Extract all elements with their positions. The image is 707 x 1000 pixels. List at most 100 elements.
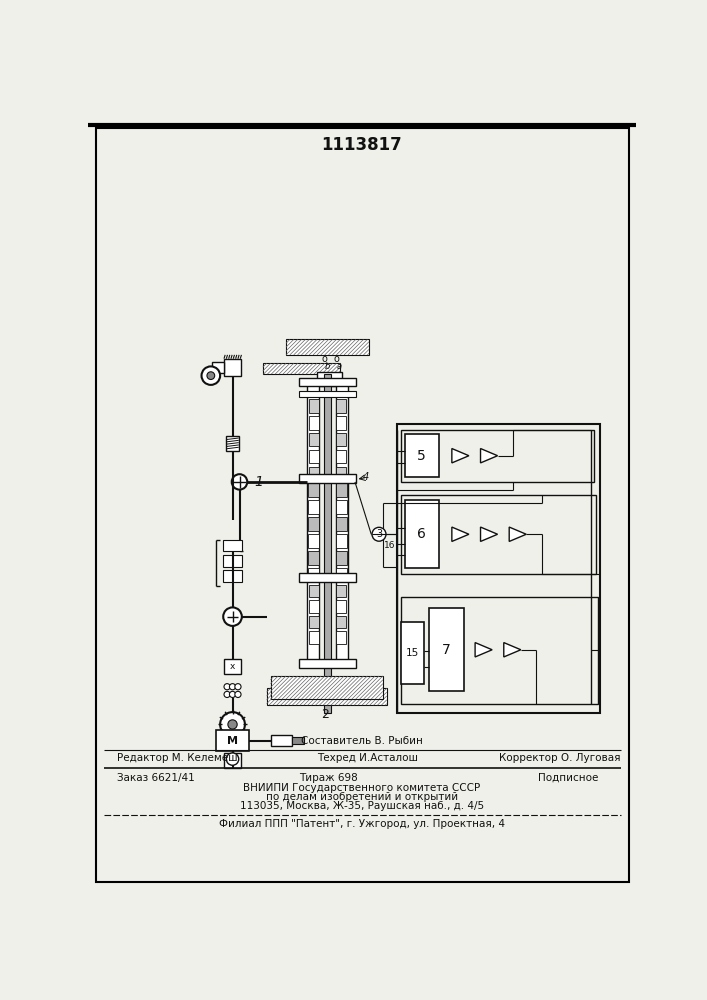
Bar [337,382,348,667]
Bar [309,433,320,446]
Bar [309,450,320,463]
Bar [286,339,369,355]
Circle shape [224,684,230,690]
Polygon shape [452,449,469,463]
Text: 4: 4 [363,472,369,482]
Text: 6: 6 [417,527,426,541]
Circle shape [220,712,245,737]
Text: 2: 2 [321,708,329,721]
Bar [224,359,241,376]
Bar [299,378,356,386]
Bar [401,597,598,704]
Bar [308,517,320,531]
Circle shape [228,720,237,729]
Bar [401,622,424,684]
Circle shape [207,372,215,379]
Bar [309,600,320,613]
Bar [308,534,320,548]
Text: Тираж 698: Тираж 698 [299,773,358,783]
Bar [336,600,346,613]
Bar [404,500,440,568]
Bar [337,568,347,582]
Bar [309,416,320,430]
Text: b: b [325,362,329,371]
Text: по делам изобретений и открытий: по делам изобретений и открытий [266,792,458,802]
Text: ВНИИПИ Государственного комитета СССР: ВНИИПИ Государственного комитета СССР [243,783,481,793]
Bar [337,534,347,548]
Bar [324,374,331,713]
Text: Составитель В. Рыбин: Составитель В. Рыбин [301,736,423,746]
Bar [401,495,596,574]
Text: 3: 3 [376,529,382,539]
Bar [309,585,320,597]
Circle shape [230,691,235,698]
Text: Заказ 6621/41: Заказ 6621/41 [117,773,195,783]
Bar [337,551,347,565]
Bar [223,570,242,582]
Bar [271,735,292,746]
Text: 1: 1 [255,475,263,489]
Bar [397,424,600,713]
Text: 113035, Москва, Ж-35, Раушская наб., д. 4/5: 113035, Москва, Ж-35, Раушская наб., д. … [240,801,484,811]
Polygon shape [481,449,498,463]
Text: o: o [322,354,327,364]
Circle shape [232,474,247,490]
Circle shape [230,684,235,690]
Bar [337,466,346,480]
Bar [336,585,346,597]
Bar [216,730,249,751]
Text: Подписное: Подписное [538,773,598,783]
Bar [224,659,241,674]
Bar [299,573,356,582]
Circle shape [235,684,241,690]
Bar [223,555,242,567]
Bar [337,450,346,463]
Circle shape [224,691,230,698]
Bar [308,568,320,582]
Bar [308,483,320,497]
Bar [429,608,464,691]
Circle shape [201,366,220,385]
Text: 7: 7 [442,643,451,657]
Circle shape [372,527,386,541]
Polygon shape [504,643,521,657]
Bar [299,659,356,668]
Bar [267,688,387,705]
Text: 15: 15 [406,648,419,658]
Bar [308,500,320,514]
Text: Редактор М. Келемеш: Редактор М. Келемеш [117,753,238,763]
Bar [309,631,320,644]
Bar [401,430,595,482]
Text: 16: 16 [384,541,396,550]
Circle shape [235,691,241,698]
Bar [336,631,346,644]
Bar [212,362,224,373]
Polygon shape [509,527,526,541]
Bar [309,399,320,413]
Bar [299,391,356,397]
Bar [292,737,304,744]
Bar [224,753,241,768]
Text: a: a [337,362,342,371]
Bar [271,676,383,699]
Bar [336,616,346,628]
Bar [226,436,239,451]
Bar [309,466,320,480]
Bar [307,382,319,667]
Bar [263,363,340,374]
Bar [337,500,347,514]
Text: 1113817: 1113817 [322,136,402,154]
Bar [337,483,347,497]
Bar [309,616,320,628]
Text: o: o [334,354,339,364]
Bar [308,551,320,565]
Bar [299,474,356,483]
Bar [337,399,346,413]
Text: Филиал ППП "Патент", г. Ужгород, ул. Проектная, 4: Филиал ППП "Патент", г. Ужгород, ул. Про… [219,819,505,829]
Circle shape [226,753,239,765]
Bar [223,540,242,551]
Text: Техред И.Асталош: Техред И.Асталош [317,753,418,763]
Polygon shape [452,527,469,541]
Bar [404,434,440,477]
Bar [337,517,347,531]
